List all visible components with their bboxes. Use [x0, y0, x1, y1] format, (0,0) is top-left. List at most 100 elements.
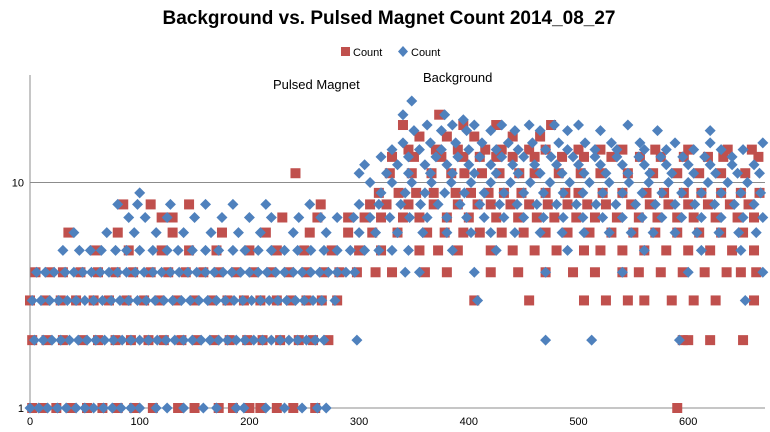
- series-2-point: [287, 266, 299, 278]
- series-2-point: [265, 211, 277, 223]
- series-2-point: [178, 402, 190, 414]
- series-2-point: [300, 334, 312, 346]
- series-2-point: [37, 334, 49, 346]
- series-2-point: [757, 266, 769, 278]
- series-2-point: [221, 334, 233, 346]
- series-2-point: [507, 159, 519, 171]
- series-2-point: [132, 294, 144, 306]
- series-2-point: [586, 334, 598, 346]
- series-2-point: [147, 244, 159, 256]
- series-2-point: [184, 294, 196, 306]
- series-1-point: [403, 144, 414, 155]
- series-2-point: [348, 211, 360, 223]
- series-2-point: [311, 402, 323, 414]
- series-2-point: [103, 266, 115, 278]
- series-2-point: [512, 167, 524, 179]
- series-1-point: [507, 131, 518, 142]
- series-2-point: [344, 244, 356, 256]
- series-2-point: [415, 198, 427, 210]
- series-1-point: [524, 144, 535, 155]
- series-1-point: [441, 131, 452, 142]
- series-1-point: [529, 151, 540, 162]
- series-2-point: [688, 144, 700, 156]
- series-2-point: [257, 334, 269, 346]
- series-1-point: [753, 151, 764, 162]
- series-1-point: [722, 144, 733, 155]
- series-2-point: [349, 266, 361, 278]
- series-2-point: [134, 244, 146, 256]
- series-2-point: [605, 137, 617, 149]
- series-2-point: [96, 294, 108, 306]
- series-2-point: [238, 402, 250, 414]
- series-2-point: [279, 266, 291, 278]
- series-2-point: [161, 402, 173, 414]
- series-1-point: [518, 227, 529, 238]
- series-2-point: [79, 294, 91, 306]
- series-2-point: [660, 144, 672, 156]
- series-2-point: [125, 402, 137, 414]
- series-2-point: [452, 151, 464, 163]
- series-1-point: [721, 267, 732, 278]
- series-2-point: [101, 227, 113, 239]
- series-2-point: [478, 211, 490, 223]
- series-2-point: [468, 119, 480, 131]
- series-1-point: [705, 335, 716, 346]
- series-2-point: [140, 294, 152, 306]
- series-1-point: [578, 245, 589, 256]
- series-2-point: [439, 187, 451, 199]
- series-2-point: [46, 334, 58, 346]
- series-1-point: [751, 267, 762, 278]
- series-1-point: [393, 187, 404, 198]
- series-2-point: [123, 294, 135, 306]
- series-1-point: [491, 212, 502, 223]
- series-1-point: [524, 295, 535, 306]
- series-2-point: [498, 187, 510, 199]
- series-2-point: [616, 159, 628, 171]
- series-2-point: [518, 151, 530, 163]
- series-2-point: [28, 334, 40, 346]
- series-2-point: [57, 244, 69, 256]
- series-2-point: [682, 266, 694, 278]
- series-2-point: [99, 334, 111, 346]
- series-2-point: [636, 211, 648, 223]
- series-2-point: [450, 137, 462, 149]
- series-2-point: [490, 144, 502, 156]
- series-2-point: [265, 334, 277, 346]
- series-1-point: [650, 144, 661, 155]
- plot-area: 0 100 200 300 400 500 600 1 10: [12, 75, 769, 428]
- series-2-point: [232, 227, 244, 239]
- series-1-point: [589, 267, 600, 278]
- series-2-point: [677, 151, 689, 163]
- series-2-point: [68, 227, 80, 239]
- series-1-point: [452, 144, 463, 155]
- series-2-point: [210, 294, 222, 306]
- series-2-point: [534, 167, 546, 179]
- series-2-point: [279, 244, 291, 256]
- series-1-point: [469, 131, 480, 142]
- series-2-point: [424, 167, 436, 179]
- series-2-point: [386, 177, 398, 189]
- series-1-point: [655, 267, 666, 278]
- series-2-point: [252, 244, 264, 256]
- series-1-point: [343, 227, 354, 238]
- series-1-point: [749, 295, 760, 306]
- series-2-point: [502, 137, 514, 149]
- series-2-point: [669, 227, 681, 239]
- series-2-point: [537, 211, 549, 223]
- series-2-point: [353, 227, 365, 239]
- series-2-point: [424, 137, 436, 149]
- series-2-point: [458, 187, 470, 199]
- series-2-point: [562, 125, 574, 137]
- series-2-point: [463, 159, 475, 171]
- series-1-point: [433, 245, 444, 256]
- series-2-point: [579, 137, 591, 149]
- series-2-point: [603, 177, 615, 189]
- series-2-point: [430, 151, 442, 163]
- series-2-point: [496, 151, 508, 163]
- series-2-point: [375, 187, 387, 199]
- series-1-point: [507, 151, 518, 162]
- series-2-point: [540, 144, 552, 156]
- series-2-point: [186, 244, 198, 256]
- series-2-point: [485, 125, 497, 137]
- series-2-point: [589, 151, 601, 163]
